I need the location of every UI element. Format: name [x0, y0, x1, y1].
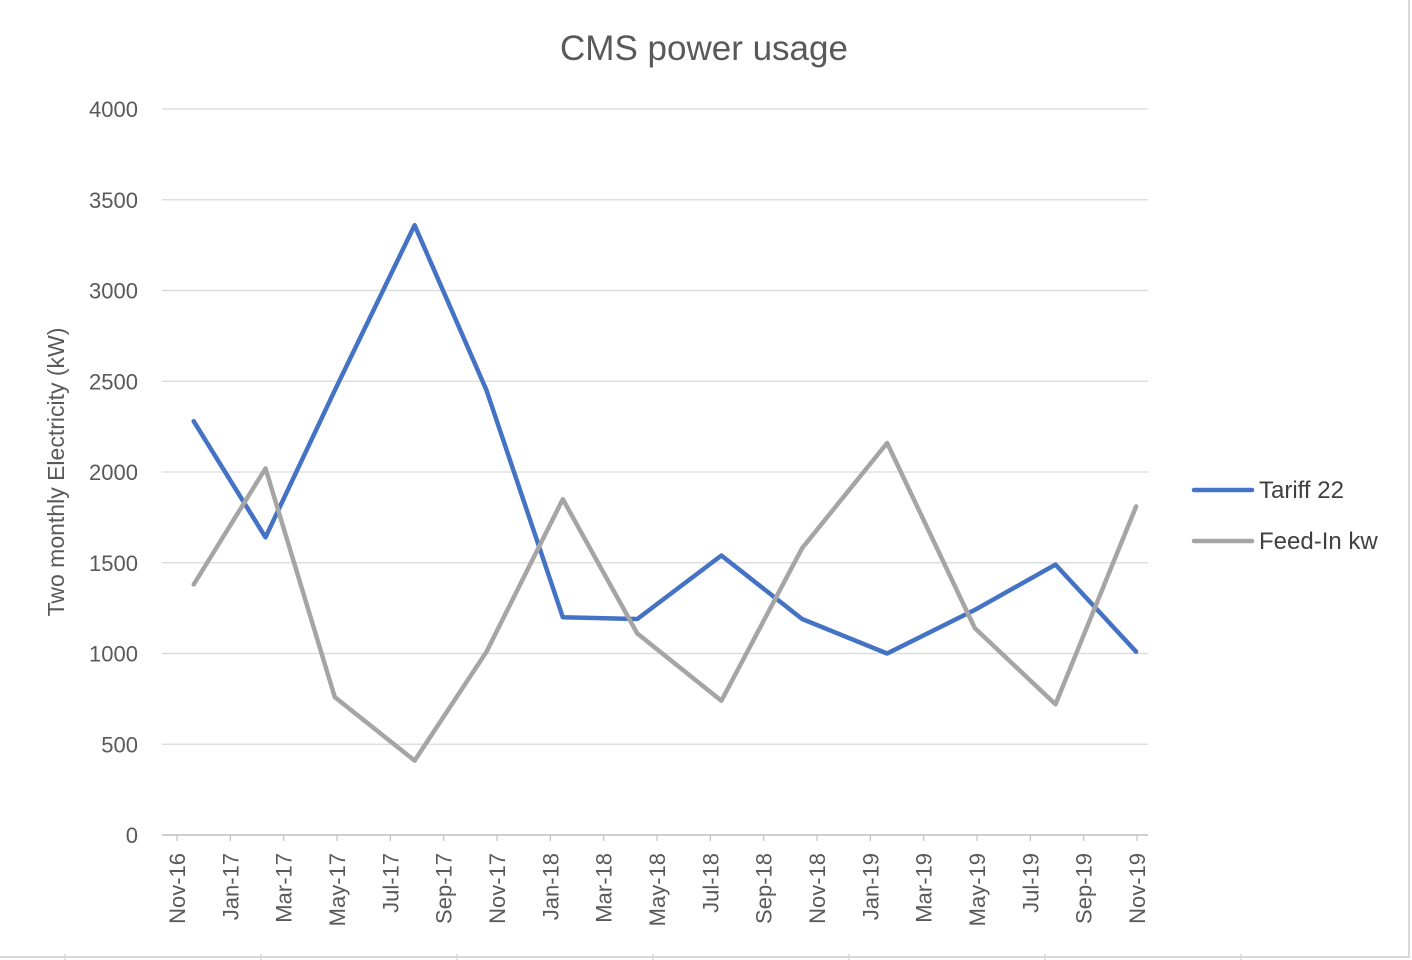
data-point — [1055, 564, 1056, 566]
data-point — [886, 653, 888, 654]
series-layer — [191, 222, 1139, 763]
data-point — [974, 609, 976, 611]
x-tick-label: Nov-19 — [1125, 853, 1150, 924]
y-tick-label: 3500 — [89, 188, 138, 213]
y-tick-label: 4000 — [89, 97, 138, 122]
data-point — [720, 555, 722, 556]
data-point — [193, 420, 195, 422]
data-point — [265, 467, 266, 469]
data-point — [193, 584, 195, 585]
x-tick-label: Jul-19 — [1018, 853, 1043, 913]
data-point — [886, 442, 888, 444]
x-tick-label: Nov-17 — [485, 853, 510, 924]
x-tick-label: Sep-19 — [1072, 853, 1097, 924]
x-tick-label: Mar-19 — [912, 853, 937, 923]
data-point — [334, 696, 336, 698]
data-point — [801, 547, 803, 549]
data-point — [636, 618, 638, 620]
data-point — [636, 633, 638, 634]
series-2 — [191, 440, 1139, 763]
x-tick-label: May-19 — [965, 853, 990, 926]
x-tick-label: Nov-16 — [165, 853, 190, 924]
data-point — [801, 618, 803, 620]
frame-ticks — [64, 954, 1242, 960]
series-line — [191, 222, 1139, 656]
x-tick-label: Jan-19 — [858, 853, 883, 920]
y-tick-label: 1500 — [89, 551, 138, 576]
data-point — [974, 627, 976, 629]
data-point — [265, 536, 266, 538]
y-axis-label: Two monthly Electricity (kW) — [43, 328, 69, 617]
series-1 — [191, 222, 1139, 656]
y-tick-label: 3000 — [89, 279, 138, 304]
x-tick-label: May-18 — [645, 853, 670, 926]
x-tick-label: Jul-17 — [378, 853, 403, 913]
data-point — [486, 651, 487, 653]
y-tick-label: 0 — [126, 823, 138, 848]
legend-label: Feed-In kw — [1259, 528, 1378, 555]
data-point — [1135, 506, 1137, 507]
data-point — [414, 224, 416, 226]
data-point — [1055, 703, 1056, 705]
x-tick-label: Sep-17 — [432, 853, 457, 924]
series-line — [191, 440, 1139, 763]
x-tick-label: Sep-18 — [752, 853, 777, 924]
x-axis-ticks: Nov-16 Jan-17 Mar-17 May-17 Jul-17 Sep-17 Nov-… — [165, 835, 1150, 926]
y-tick-label: 500 — [101, 732, 138, 757]
data-point — [414, 760, 416, 762]
x-tick-label: Jul-18 — [698, 853, 723, 913]
x-tick-label: Mar-18 — [592, 853, 617, 923]
gridlines — [162, 108, 1148, 836]
x-tick-label: May-17 — [325, 853, 350, 926]
y-tick-label: 2000 — [89, 460, 138, 485]
x-tick-label: Jan-18 — [538, 853, 563, 920]
y-axis-ticks: 0 500 1000 1500 2000 2500 3000 3500 4000 — [89, 97, 138, 848]
data-point — [1135, 651, 1137, 653]
data-point — [562, 616, 564, 618]
chart-title: CMS power usage — [560, 29, 848, 68]
legend-label: Tariff 22 — [1259, 477, 1344, 504]
legend: Tariff 22 Feed-In kw — [1191, 477, 1378, 555]
y-tick-label: 2500 — [89, 369, 138, 394]
y-tick-label: 1000 — [89, 642, 138, 667]
data-point — [486, 389, 487, 391]
x-tick-label: Mar-17 — [272, 853, 297, 923]
x-tick-label: Nov-18 — [805, 853, 830, 924]
data-point — [334, 389, 336, 391]
x-tick-label: Jan-17 — [218, 853, 243, 920]
data-point — [562, 498, 564, 500]
data-point — [720, 700, 722, 702]
